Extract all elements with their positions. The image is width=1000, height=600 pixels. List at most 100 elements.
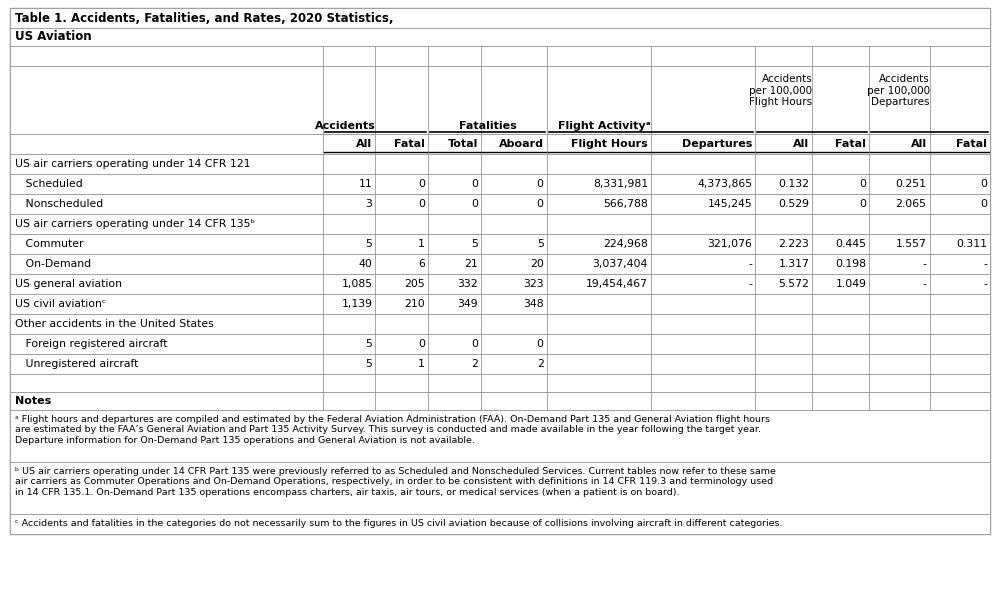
Bar	[10, 254, 990, 274]
Text: -: -	[983, 259, 987, 269]
Text: 0: 0	[471, 199, 478, 209]
Text: 0.311: 0.311	[956, 239, 987, 249]
Text: -: -	[748, 279, 752, 289]
Bar	[10, 174, 990, 194]
Text: 0.132: 0.132	[778, 179, 809, 189]
Bar	[10, 514, 990, 534]
Text: 0: 0	[418, 339, 425, 349]
Text: 0: 0	[537, 199, 544, 209]
Text: Fatal: Fatal	[956, 139, 987, 149]
Text: Table 1. Accidents, Fatalities, and Rates, 2020 Statistics,: Table 1. Accidents, Fatalities, and Rate…	[15, 11, 394, 25]
Text: Commuter: Commuter	[15, 239, 84, 249]
Text: 321,076: 321,076	[707, 239, 752, 249]
Text: 1.049: 1.049	[835, 279, 866, 289]
Text: 8,331,981: 8,331,981	[593, 179, 648, 189]
Bar	[10, 294, 990, 314]
Text: Accidents: Accidents	[315, 121, 375, 131]
Text: 224,968: 224,968	[603, 239, 648, 249]
Text: -: -	[923, 259, 927, 269]
Text: 1,085: 1,085	[341, 279, 372, 289]
Bar	[10, 8, 990, 534]
Text: All: All	[793, 139, 809, 149]
Text: 0: 0	[980, 179, 987, 189]
Bar	[10, 314, 990, 334]
Text: ᶜ Accidents and fatalities in the categories do not necessarily sum to the figur: ᶜ Accidents and fatalities in the catego…	[15, 520, 782, 529]
Text: 2.223: 2.223	[778, 239, 809, 249]
Text: 0: 0	[418, 179, 425, 189]
Text: 20: 20	[530, 259, 544, 269]
Text: 0: 0	[980, 199, 987, 209]
Text: On-Demand: On-Demand	[15, 259, 91, 269]
Bar	[10, 46, 990, 66]
Text: Fatal: Fatal	[835, 139, 866, 149]
Text: 19,454,467: 19,454,467	[586, 279, 648, 289]
Text: 3: 3	[366, 199, 372, 209]
Text: 0: 0	[471, 339, 478, 349]
Bar	[10, 462, 990, 514]
Text: 5: 5	[366, 339, 372, 349]
Text: Fatal: Fatal	[394, 139, 425, 149]
Text: US air carriers operating under 14 CFR 135ᵇ: US air carriers operating under 14 CFR 1…	[15, 219, 255, 229]
Bar	[10, 8, 990, 28]
Text: 566,788: 566,788	[603, 199, 648, 209]
Text: 5: 5	[366, 359, 372, 369]
Bar	[10, 214, 990, 234]
Text: 2: 2	[537, 359, 544, 369]
Text: 332: 332	[457, 279, 478, 289]
Text: 5: 5	[471, 239, 478, 249]
Text: US civil aviationᶜ: US civil aviationᶜ	[15, 299, 106, 309]
Text: 3,037,404: 3,037,404	[593, 259, 648, 269]
Text: Unregistered aircraft: Unregistered aircraft	[15, 359, 138, 369]
Text: 349: 349	[457, 299, 478, 309]
Text: Departures: Departures	[682, 139, 752, 149]
Text: 1: 1	[418, 359, 425, 369]
Text: 2.065: 2.065	[896, 199, 927, 209]
Text: 4,373,865: 4,373,865	[697, 179, 752, 189]
Text: 0: 0	[418, 199, 425, 209]
Text: Flight Activityᵃ: Flight Activityᵃ	[558, 121, 651, 131]
Text: ᵇ US air carriers operating under 14 CFR Part 135 were previously referred to as: ᵇ US air carriers operating under 14 CFR…	[15, 467, 776, 497]
Text: 40: 40	[359, 259, 372, 269]
Text: 6: 6	[418, 259, 425, 269]
Text: Aboard: Aboard	[499, 139, 544, 149]
Text: Total: Total	[447, 139, 478, 149]
Bar	[10, 354, 990, 374]
Text: -: -	[923, 279, 927, 289]
Text: 2: 2	[471, 359, 478, 369]
Text: Notes: Notes	[15, 396, 51, 406]
Text: -: -	[983, 279, 987, 289]
Text: Nonscheduled: Nonscheduled	[15, 199, 103, 209]
Text: 348: 348	[523, 299, 544, 309]
Text: 1.317: 1.317	[778, 259, 809, 269]
Text: US air carriers operating under 14 CFR 121: US air carriers operating under 14 CFR 1…	[15, 159, 250, 169]
Text: 21: 21	[464, 259, 478, 269]
Text: US general aviation: US general aviation	[15, 279, 122, 289]
Text: 210: 210	[404, 299, 425, 309]
Text: All: All	[356, 139, 372, 149]
Text: 0.529: 0.529	[778, 199, 809, 209]
Text: 5: 5	[366, 239, 372, 249]
Text: Flight Hours: Flight Hours	[571, 139, 648, 149]
Text: All: All	[911, 139, 927, 149]
Text: 205: 205	[404, 279, 425, 289]
Text: 5: 5	[537, 239, 544, 249]
Bar	[10, 194, 990, 214]
Bar	[10, 66, 990, 134]
Bar	[10, 392, 990, 410]
Text: 0: 0	[471, 179, 478, 189]
Text: Accidents
per 100,000
Flight Hours: Accidents per 100,000 Flight Hours	[749, 74, 812, 107]
Bar	[10, 234, 990, 254]
Bar	[10, 134, 990, 154]
Text: 0.251: 0.251	[896, 179, 927, 189]
Text: 0: 0	[537, 179, 544, 189]
Bar	[10, 410, 990, 462]
Text: 145,245: 145,245	[707, 199, 752, 209]
Text: Foreign registered aircraft: Foreign registered aircraft	[15, 339, 168, 349]
Text: -: -	[748, 259, 752, 269]
Bar	[10, 274, 990, 294]
Text: 323: 323	[523, 279, 544, 289]
Text: 0.445: 0.445	[835, 239, 866, 249]
Text: 11: 11	[359, 179, 372, 189]
Bar	[10, 334, 990, 354]
Bar	[10, 154, 990, 174]
